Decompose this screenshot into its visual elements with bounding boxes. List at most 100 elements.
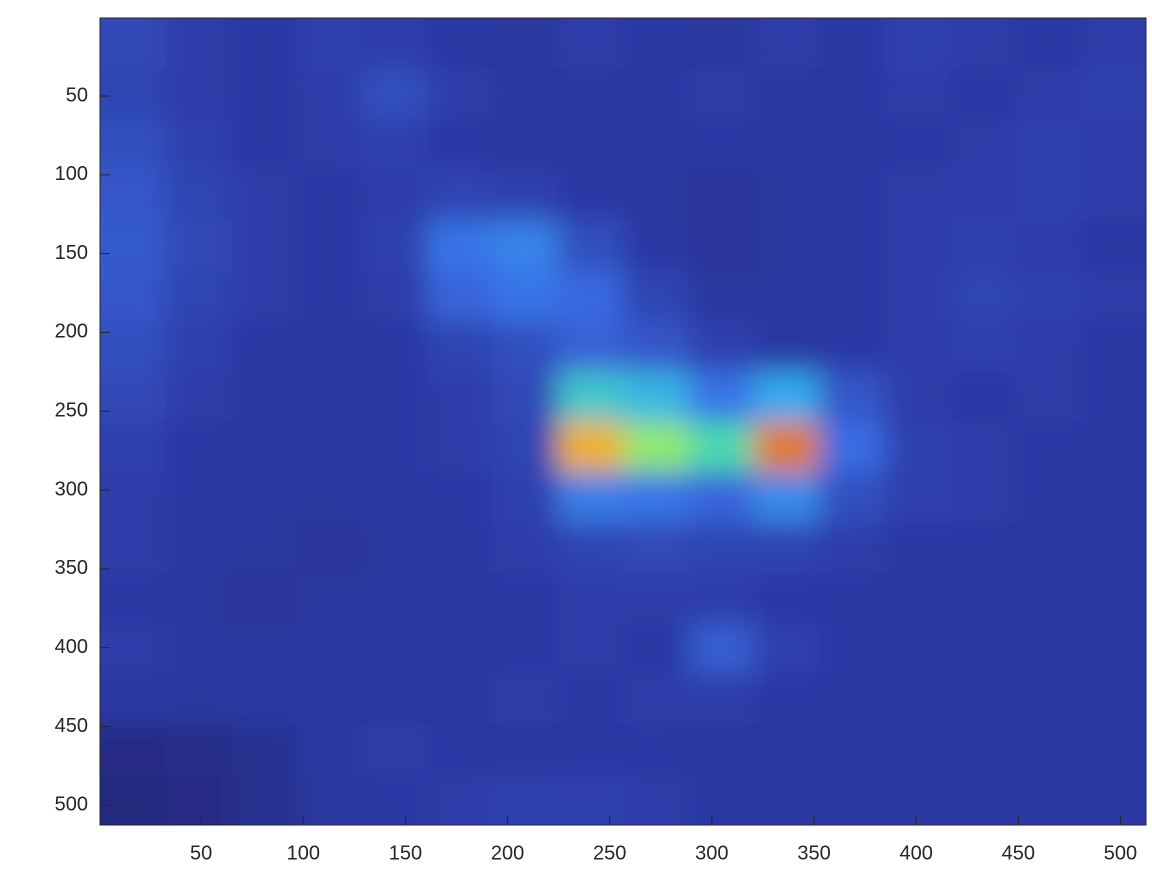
heatmap-cell — [362, 623, 428, 674]
heatmap-cell — [427, 68, 493, 119]
heatmap-cell — [60, 422, 166, 473]
heatmap-cell — [231, 623, 297, 674]
heatmap-cell — [558, 371, 624, 422]
heatmap-cell — [885, 68, 951, 119]
heatmap-cell — [427, 371, 493, 422]
heatmap-cell — [558, 522, 624, 573]
heatmap-cell — [754, 270, 820, 321]
heatmap-cell — [296, 220, 362, 271]
heatmap-cell — [950, 371, 1016, 422]
heatmap-cell — [1015, 119, 1081, 170]
heatmap-cell — [1015, 371, 1081, 422]
heatmap-cell — [362, 371, 428, 422]
heatmap-cell — [623, 775, 689, 866]
heatmap-cell — [885, 169, 951, 220]
heatmap-cell — [1081, 522, 1152, 573]
heatmap-cell — [60, 775, 166, 866]
heatmap-cell — [492, 169, 558, 220]
heatmap-cell — [688, 724, 754, 775]
heatmap-cell — [688, 0, 754, 69]
heatmap-cell — [950, 270, 1016, 321]
heatmap-cell — [362, 220, 428, 271]
heatmap-cell — [427, 724, 493, 775]
heatmap-cell — [558, 119, 624, 170]
heatmap-cell — [950, 573, 1016, 624]
heatmap-cell — [950, 169, 1016, 220]
heatmap-cell — [362, 321, 428, 372]
heatmap-cell — [1081, 472, 1152, 523]
heatmap-cell — [1015, 724, 1081, 775]
heatmap-cell — [688, 68, 754, 119]
heatmap-cell — [950, 68, 1016, 119]
y-tick-label: 300 — [55, 478, 88, 500]
heatmap-cells — [60, 0, 1152, 866]
heatmap-cell — [558, 220, 624, 271]
heatmap-cell — [950, 724, 1016, 775]
heatmap-cell — [165, 371, 231, 422]
heatmap-cell — [950, 522, 1016, 573]
heatmap-cell — [231, 119, 297, 170]
heatmap-cell — [362, 522, 428, 573]
heatmap-cell — [165, 724, 231, 775]
x-tick-label: 250 — [593, 842, 626, 864]
heatmap-cell — [1015, 0, 1081, 69]
heatmap-cell — [60, 270, 166, 321]
y-tick-label: 100 — [55, 163, 88, 185]
heatmap-cell — [950, 321, 1016, 372]
heatmap-cell — [362, 472, 428, 523]
heatmap-cell — [165, 321, 231, 372]
heatmap-cell — [688, 472, 754, 523]
heatmap-cell — [492, 270, 558, 321]
heatmap-cell — [819, 573, 885, 624]
heatmap-cell — [819, 522, 885, 573]
heatmap-cell — [1081, 422, 1152, 473]
heatmap-cell — [754, 522, 820, 573]
heatmap-cell — [950, 119, 1016, 170]
heatmap-cell — [60, 0, 166, 69]
heatmap-cell — [492, 472, 558, 523]
heatmap-cell — [165, 623, 231, 674]
heatmap-cell — [885, 724, 951, 775]
heatmap-cell — [1015, 321, 1081, 372]
heatmap-cell — [362, 270, 428, 321]
y-tick-label: 350 — [55, 557, 88, 579]
heatmap-cell — [296, 724, 362, 775]
heatmap-cell — [362, 674, 428, 725]
heatmap-cell — [492, 321, 558, 372]
heatmap-cell — [231, 472, 297, 523]
heatmap-cell — [1081, 169, 1152, 220]
heatmap-cell — [492, 119, 558, 170]
heatmap-cell — [165, 0, 231, 69]
heatmap-cell — [688, 522, 754, 573]
heatmap-cell — [296, 472, 362, 523]
x-tick-label: 150 — [389, 842, 422, 864]
heatmap-cell — [165, 522, 231, 573]
heatmap-cell — [950, 623, 1016, 674]
heatmap-cell — [885, 623, 951, 674]
y-tick-label: 400 — [55, 636, 88, 658]
heatmap-cell — [623, 573, 689, 624]
heatmap-cell — [688, 371, 754, 422]
heatmap-cell — [754, 674, 820, 725]
heatmap-cell — [623, 321, 689, 372]
heatmap-cell — [165, 270, 231, 321]
heatmap-cell — [1081, 623, 1152, 674]
heatmap-cell — [1015, 220, 1081, 271]
heatmap-cell — [1015, 674, 1081, 725]
heatmap-cell — [1081, 371, 1152, 422]
heatmap-cell — [492, 674, 558, 725]
x-tick-label: 100 — [287, 842, 320, 864]
heatmap-cell — [558, 724, 624, 775]
y-tick-label: 50 — [66, 84, 88, 106]
heatmap-cell — [1081, 119, 1152, 170]
heatmap-cell — [362, 68, 428, 119]
heatmap-cell — [231, 169, 297, 220]
heatmap-cell — [296, 321, 362, 372]
heatmap-cell — [362, 0, 428, 69]
heatmap-cell — [492, 522, 558, 573]
heatmap-cell — [427, 321, 493, 372]
heatmap-cell — [623, 623, 689, 674]
heatmap-cell — [819, 0, 885, 69]
heatmap-cell — [885, 522, 951, 573]
heatmap-cell — [1015, 522, 1081, 573]
